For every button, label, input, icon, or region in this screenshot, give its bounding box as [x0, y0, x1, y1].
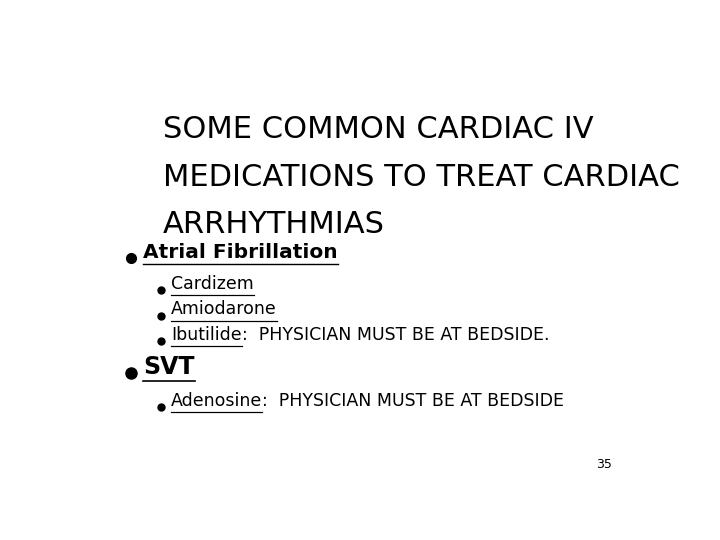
Text: Amiodarone: Amiodarone [171, 300, 276, 319]
Text: :  PHYSICIAN MUST BE AT BEDSIDE.: : PHYSICIAN MUST BE AT BEDSIDE. [241, 326, 549, 344]
Text: Adenosine: Adenosine [171, 392, 262, 410]
Text: ARRHYTHMIAS: ARRHYTHMIAS [163, 210, 384, 239]
Text: SVT: SVT [143, 355, 194, 379]
Text: 35: 35 [596, 458, 612, 471]
Text: SOME COMMON CARDIAC IV: SOME COMMON CARDIAC IV [163, 114, 593, 144]
Text: Atrial Fibrillation: Atrial Fibrillation [143, 244, 338, 262]
Text: Ibutilide: Ibutilide [171, 326, 241, 344]
Text: MEDICATIONS TO TREAT CARDIAC: MEDICATIONS TO TREAT CARDIAC [163, 163, 680, 192]
Text: Cardizem: Cardizem [171, 275, 253, 293]
Text: :  PHYSICIAN MUST BE AT BEDSIDE: : PHYSICIAN MUST BE AT BEDSIDE [262, 392, 564, 410]
